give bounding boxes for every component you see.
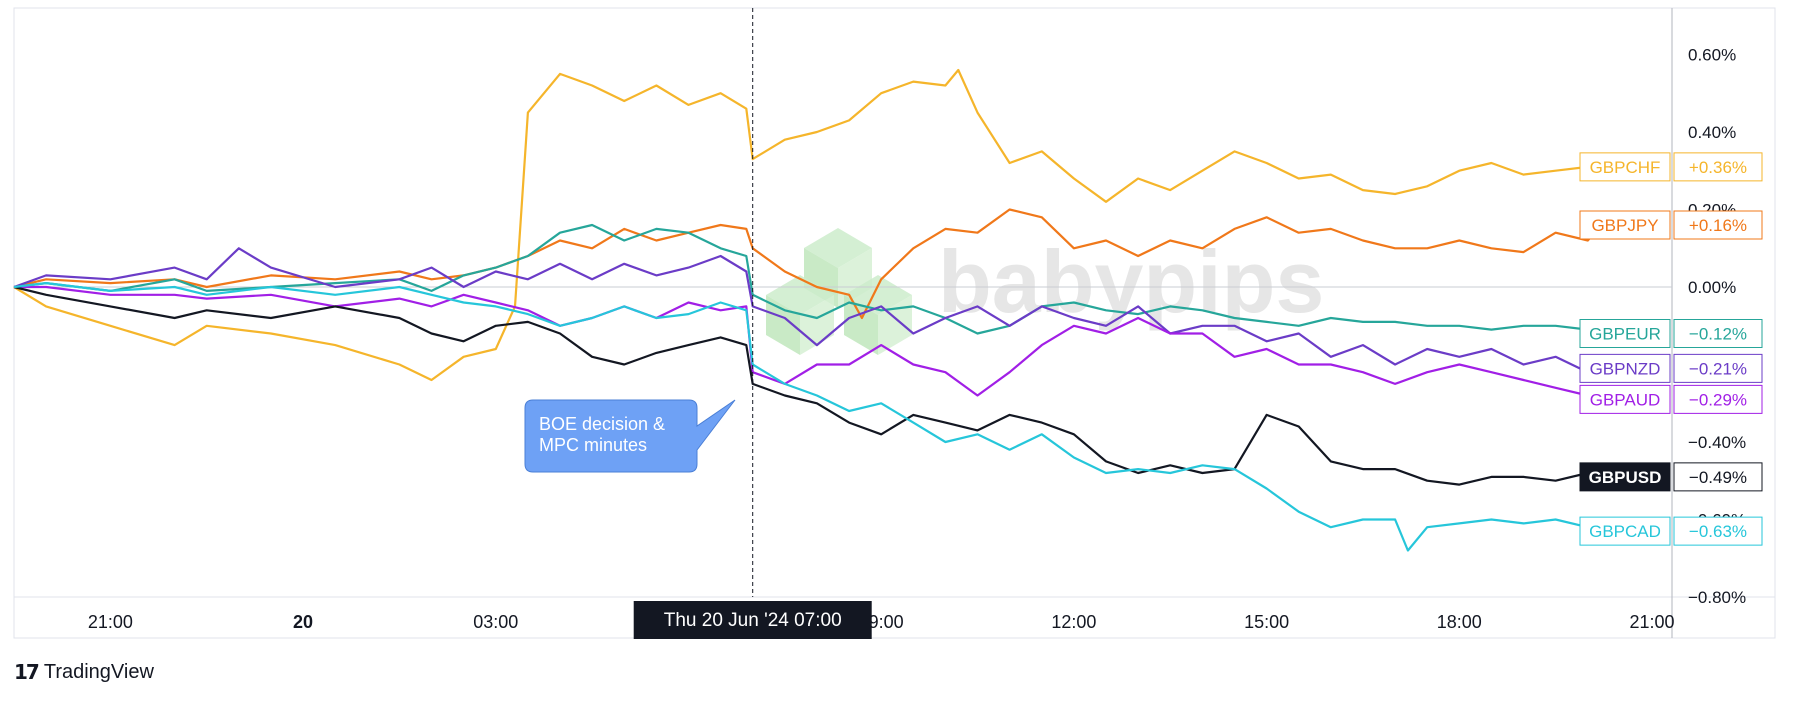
y-tick-label: 0.60%	[1688, 46, 1736, 65]
series-line-gbpcad	[13, 282, 1601, 552]
series-value-box	[1673, 152, 1763, 182]
y-tick-label: −0.80%	[1688, 588, 1746, 607]
annotation-text-line: MPC minutes	[539, 435, 647, 455]
tradingview-logo-text: TradingView	[43, 660, 154, 683]
y-tick-label: −0.40%	[1688, 433, 1746, 452]
chart-border	[13, 7, 1776, 639]
series-line-gbpnzd	[13, 247, 1601, 374]
y-tick-label: 0.40%	[1688, 123, 1736, 142]
watermark-cube-right	[800, 295, 834, 355]
y-tick-label: 0.00%	[1688, 278, 1736, 297]
x-tick-label: 03:00	[473, 612, 518, 632]
series-line-gbpeur	[13, 223, 1601, 335]
series-name-label: GBPCAD	[1589, 522, 1661, 541]
crosshair-time-label: Thu 20 Jun '24 07:00	[664, 610, 842, 631]
series-name-box	[1579, 353, 1671, 383]
series-line-gbpaud	[14, 285, 1601, 401]
series-lines	[13, 68, 1602, 552]
series-value-label: +0.16%	[1689, 216, 1747, 235]
series-value-box	[1673, 384, 1763, 414]
series-value-box	[1673, 516, 1763, 546]
series-value-labels: GBPCHF +0.36% GBPJPY +0.16% GBPEUR −0.12% GBPN…	[1579, 152, 1763, 546]
x-tick-label: 21:00	[1629, 612, 1674, 632]
series-value-label: −0.12%	[1689, 325, 1747, 344]
series-value-label: −0.63%	[1689, 522, 1747, 541]
series-line-gbpchf	[13, 68, 1601, 382]
series-line-gbpjpy	[13, 208, 1602, 320]
series-value-box	[1673, 319, 1763, 348]
annotation-bubble	[524, 399, 736, 473]
chart-frame	[13, 7, 1776, 639]
crosshair: Thu 20 Jun '24 07:00	[633, 8, 872, 639]
x-tick-label: 21:00	[88, 612, 133, 632]
series-line-gbpusd	[13, 285, 1601, 486]
series-name-label: GBPJPY	[1591, 216, 1658, 235]
series-name-box	[1579, 152, 1671, 182]
series-name-box	[1579, 319, 1671, 348]
crosshair-time-box	[633, 601, 872, 639]
series-name-label: GBPUSD	[1589, 468, 1662, 487]
watermark: babypips	[766, 228, 1324, 355]
x-tick-label: 20	[293, 612, 313, 632]
watermark-cube-left	[766, 295, 800, 355]
series-value-box	[1673, 462, 1763, 492]
series-name-label: GBPAUD	[1590, 390, 1661, 409]
series-name-box	[1579, 462, 1671, 492]
series-value-label: −0.49%	[1689, 468, 1747, 487]
series-value-label: +0.36%	[1689, 158, 1747, 177]
x-tick-label: 18:00	[1437, 612, 1482, 632]
series-name-box	[1579, 210, 1671, 240]
tradingview-logo-icon: 17	[14, 660, 40, 684]
series-name-box	[1579, 516, 1671, 546]
series-name-label: GBPNZD	[1590, 359, 1661, 378]
tradingview-logo: 17 TradingView	[14, 660, 154, 684]
x-tick-label: 15:00	[1244, 612, 1289, 632]
series-name-label: GBPCHF	[1590, 158, 1661, 177]
series-value-label: −0.29%	[1689, 390, 1747, 409]
x-axis: 21:00 20 03:00 09:00 12:00 15:00 18:00 21:00	[88, 612, 1675, 632]
series-value-label: −0.21%	[1689, 359, 1747, 378]
series-name-label: GBPEUR	[1589, 325, 1661, 344]
series-name-box	[1579, 384, 1671, 414]
series-value-box	[1673, 210, 1763, 240]
watermark-text: babypips	[938, 232, 1324, 331]
annotation-text-line: BOE decision &	[539, 414, 665, 434]
series-value-box	[1673, 353, 1763, 383]
x-tick-label: 12:00	[1051, 612, 1096, 632]
annotation-callout: BOE decision &MPC minutes	[524, 399, 736, 473]
